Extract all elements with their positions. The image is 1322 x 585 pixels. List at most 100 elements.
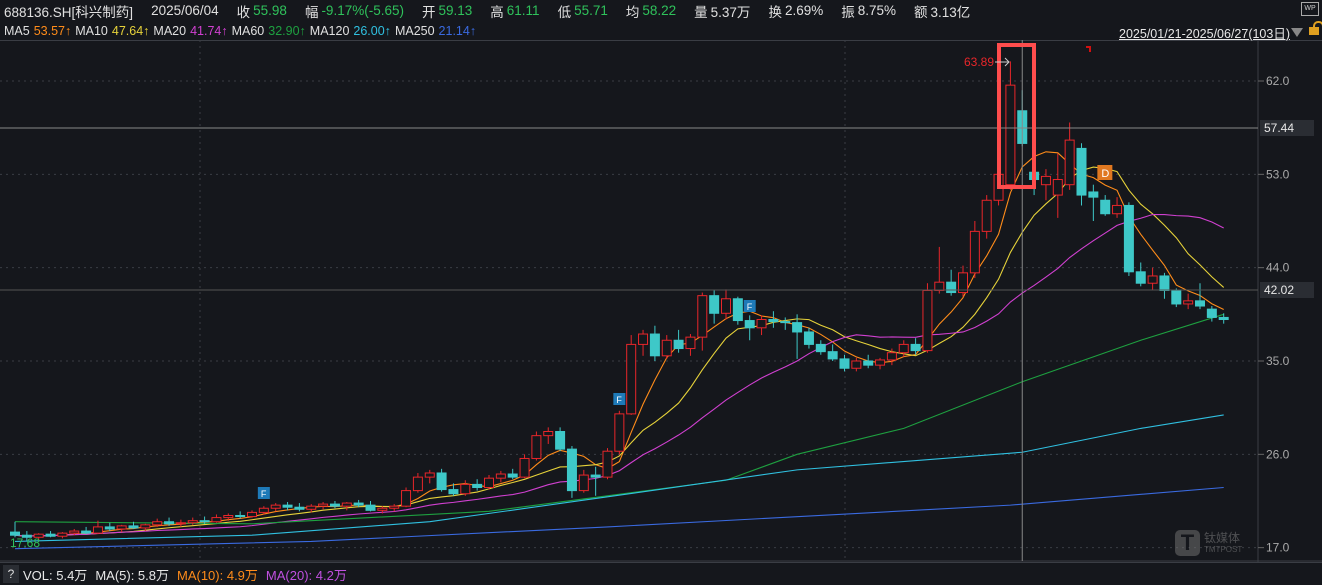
- candle-down: [1171, 289, 1182, 305]
- candle-up: [1147, 275, 1158, 284]
- candle-up: [685, 336, 696, 350]
- low-value: 55.71: [574, 3, 608, 18]
- candle-down: [45, 533, 56, 537]
- candle-down: [365, 504, 376, 511]
- dropdown-triangle-icon[interactable]: [1291, 28, 1303, 37]
- ma-line-ma20: [14, 213, 1224, 537]
- candle-up: [401, 490, 412, 507]
- candle-up: [638, 333, 649, 345]
- close-label: 收: [236, 4, 251, 20]
- quote-header: 688136.SH[科兴制药] 2025/06/04 收 55.98 幅 -9.17…: [0, 0, 1322, 21]
- watermark-cn: 钛媒体: [1204, 531, 1241, 545]
- candle-down: [792, 322, 803, 333]
- candle-down: [1076, 147, 1087, 196]
- candle-down: [827, 351, 838, 360]
- vol-ma20: MA(20): 4.2万: [265, 567, 347, 583]
- candle-up: [922, 289, 933, 352]
- candle-down: [1088, 191, 1099, 198]
- candle-up: [92, 526, 103, 534]
- open-value: 59.13: [438, 3, 473, 18]
- candle-up: [1064, 139, 1075, 186]
- avg-label: 均: [625, 4, 640, 20]
- volume-legend: ? VOL: 5.4万 MA(5): 5.8万 MA(10): 4.9万 MA(…: [0, 562, 1322, 585]
- ma20-label: MA20: [153, 23, 187, 38]
- amp-label: 振: [841, 4, 855, 20]
- candle-up: [626, 343, 637, 415]
- candle-down: [649, 333, 660, 357]
- candle-up: [886, 352, 897, 361]
- candle-up: [258, 507, 269, 513]
- candle-up: [531, 435, 542, 459]
- candle-up: [697, 295, 708, 338]
- crosshair-price-tag: 57.44: [1260, 120, 1314, 136]
- help-button[interactable]: ?: [3, 565, 19, 583]
- vol-label: 量: [694, 4, 708, 20]
- candle-up: [1005, 84, 1016, 186]
- y-tick-label: 26.0: [1266, 447, 1290, 461]
- candle-up: [875, 359, 886, 366]
- candle-down: [448, 489, 459, 495]
- candle-down: [768, 319, 779, 323]
- candle-up: [934, 281, 945, 291]
- ma-legend: MA5 53.57↑ MA10 47.64↑ MA20 41.74↑ MA60 32.9…: [0, 21, 1322, 41]
- ma-line-ma5: [14, 151, 1224, 537]
- candle-down: [10, 531, 20, 536]
- candle-down: [1206, 308, 1217, 318]
- wp-icon[interactable]: WP: [1301, 2, 1319, 16]
- candle-up: [721, 298, 731, 314]
- candle-down: [104, 526, 115, 530]
- candle-up: [495, 473, 506, 479]
- turnover-label: 换: [768, 4, 782, 20]
- candle-up: [614, 413, 625, 452]
- candle-down: [803, 331, 814, 345]
- vol-ma10: MA(10): 4.9万: [177, 567, 258, 583]
- candle-up: [484, 477, 494, 489]
- candle-up: [211, 517, 222, 523]
- change-value: -9.17%(-5.65): [321, 3, 404, 18]
- arrow-right-icon: [995, 57, 1010, 67]
- date: 2025/06/04: [151, 3, 219, 18]
- candle-down: [472, 483, 483, 489]
- candle-up: [33, 533, 44, 538]
- candle-down: [780, 321, 791, 324]
- candle-up: [602, 450, 613, 478]
- candle-up: [187, 520, 198, 524]
- ma250-value: 21.14↑: [438, 23, 477, 38]
- avg-value: 58.22: [642, 3, 677, 18]
- corner-marker: [1086, 46, 1091, 52]
- change-label: 幅: [304, 4, 319, 20]
- unlock-icon[interactable]: [1309, 21, 1322, 35]
- candle-up: [57, 532, 68, 537]
- candle-up: [851, 360, 862, 369]
- ma5-label: MA5: [4, 23, 30, 38]
- ma10-value: 47.64↑: [111, 23, 150, 38]
- candle-up: [389, 505, 400, 509]
- candle-up: [1112, 204, 1123, 215]
- event-marker-f: [257, 487, 270, 499]
- candle-up: [756, 319, 767, 329]
- candle-down: [353, 502, 364, 506]
- high-value: 61.11: [506, 3, 540, 18]
- candle-down: [128, 525, 139, 529]
- current-price-tag: 42.02: [1260, 282, 1314, 298]
- candle-down: [709, 295, 720, 314]
- candle-up: [223, 515, 234, 519]
- ma-line-ma250: [14, 486, 1224, 550]
- event-marker-f: [743, 300, 756, 312]
- candle-down: [839, 358, 850, 369]
- y-tick-label: 62.0: [1266, 74, 1290, 88]
- vol-text: VOL: 5.4万: [23, 567, 88, 583]
- candle-down: [1135, 271, 1146, 284]
- event-marker-text: D: [1101, 168, 1109, 180]
- candle-down: [235, 515, 246, 518]
- tmtpost-watermark: T 钛媒体 TMTPOST: [1175, 530, 1242, 556]
- candle-up: [460, 483, 471, 495]
- candle-down: [294, 506, 305, 510]
- candle-up: [247, 511, 257, 518]
- candle-down: [555, 431, 566, 450]
- candle-down: [910, 343, 921, 352]
- date-range-selector[interactable]: 2025/01/21-2025/06/27(103日): [1119, 27, 1290, 41]
- high-price-label: 63.89: [964, 55, 994, 69]
- candle-down: [590, 474, 601, 478]
